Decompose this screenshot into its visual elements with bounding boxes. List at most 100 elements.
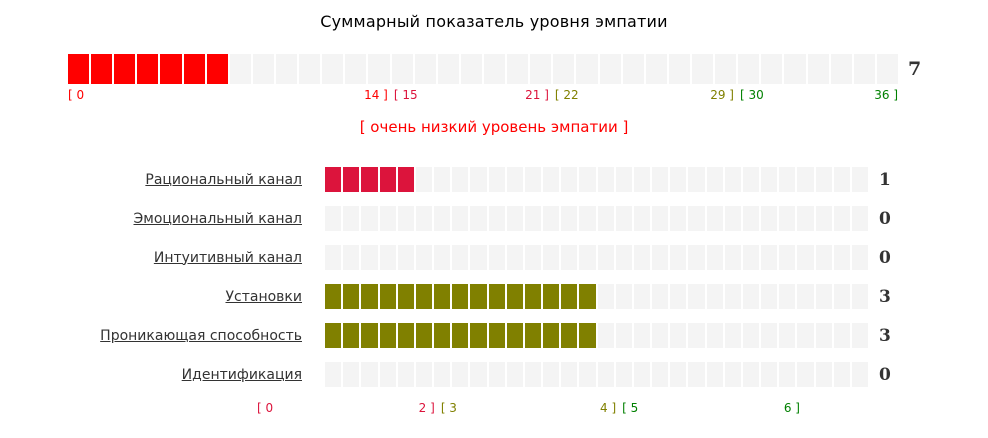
- bar-cell: [543, 245, 560, 270]
- bar-cell: [724, 323, 741, 348]
- bar-cell: [434, 167, 451, 192]
- bar-cell: [325, 206, 342, 231]
- bar-cell: [761, 206, 778, 231]
- bar-cell: [851, 362, 869, 387]
- bar-cell: [524, 167, 542, 192]
- row-value: 0: [879, 247, 891, 268]
- bar-cell: [597, 362, 614, 387]
- bar-cell: [361, 284, 378, 309]
- row-label-link[interactable]: Эмоциональный канал: [133, 210, 303, 227]
- scale-label: [ 0: [68, 88, 85, 102]
- bar-cell: [275, 54, 298, 84]
- bar-cell: [876, 54, 898, 84]
- bar-cell: [668, 54, 690, 84]
- bar-cell: [452, 206, 469, 231]
- row-label-link[interactable]: Проникающая способность: [100, 327, 302, 344]
- bar-cell: [561, 245, 578, 270]
- bar-cell: [524, 323, 542, 348]
- bar-cell: [815, 362, 832, 387]
- bar-cell: [670, 284, 687, 309]
- bar-cell: [633, 206, 651, 231]
- status-text: [ очень низкий уровень эмпатии ]: [359, 118, 629, 136]
- row-label-link[interactable]: Интуитивный канал: [153, 249, 302, 266]
- bar-cell: [299, 54, 321, 84]
- bar-cell: [706, 206, 723, 231]
- bar-cell: [524, 284, 542, 309]
- row-bar: [325, 206, 869, 231]
- bar-cell: [715, 54, 737, 84]
- bar-cell: [68, 54, 90, 84]
- row-bar: [325, 245, 869, 270]
- bar-cell: [361, 206, 378, 231]
- scale-label: 4 ]: [600, 401, 617, 415]
- bar-cell: [415, 323, 433, 348]
- bar-cell: [206, 54, 228, 84]
- bar-cell: [397, 284, 414, 309]
- bar-cell: [633, 323, 651, 348]
- scale-label: 14 ]: [364, 88, 388, 102]
- bar-cell: [343, 206, 360, 231]
- bar-cell: [579, 362, 596, 387]
- channel-row: Установки 3: [68, 284, 988, 309]
- bar-cell: [833, 167, 850, 192]
- bar-cell: [706, 323, 723, 348]
- bar-cell: [815, 245, 832, 270]
- bar-cell: [652, 167, 669, 192]
- row-label-link[interactable]: Рациональный канал: [145, 171, 302, 188]
- bar-cell: [670, 362, 687, 387]
- bar-cell: [851, 284, 869, 309]
- bar-cell: [325, 362, 342, 387]
- bar-cell: [415, 284, 433, 309]
- bar-cell: [724, 245, 741, 270]
- bar-cell: [506, 245, 523, 270]
- bar-cell: [761, 323, 778, 348]
- bar-cell: [470, 167, 487, 192]
- row-bar: [325, 167, 869, 192]
- bar-cell: [452, 245, 469, 270]
- bar-cell: [488, 167, 505, 192]
- bar-cell: [742, 167, 760, 192]
- bar-cell: [724, 167, 741, 192]
- bar-cell: [434, 362, 451, 387]
- bar-cell: [524, 206, 542, 231]
- bar-cell: [391, 54, 413, 84]
- bar-cell: [543, 206, 560, 231]
- bar-cell: [379, 323, 396, 348]
- bar-cell: [652, 362, 669, 387]
- bar-cell: [415, 245, 433, 270]
- bar-cell: [229, 54, 251, 84]
- bar-cell: [742, 362, 760, 387]
- row-label-link[interactable]: Установки: [225, 288, 303, 305]
- bar-cell: [706, 362, 723, 387]
- bar-cell: [415, 206, 433, 231]
- bar-cell: [506, 284, 523, 309]
- bar-cell: [691, 54, 714, 84]
- bar-cell: [114, 54, 136, 84]
- bar-cell: [688, 362, 705, 387]
- bar-cell: [561, 284, 578, 309]
- bar-cell: [833, 206, 850, 231]
- bar-cell: [633, 167, 651, 192]
- bar-cell: [434, 206, 451, 231]
- bar-cell: [488, 245, 505, 270]
- bar-cell: [452, 284, 469, 309]
- bar-cell: [397, 362, 414, 387]
- bar-cell: [488, 362, 505, 387]
- channel-rows: Рациональный канал 1 Эмоциональный канал 0 И…: [68, 167, 988, 387]
- bar-cell: [688, 284, 705, 309]
- bar-cell: [543, 167, 560, 192]
- bar-cell: [397, 245, 414, 270]
- bar-cell: [670, 323, 687, 348]
- summary-bar: [68, 54, 898, 84]
- bar-cell: [761, 362, 778, 387]
- bar-cell: [597, 167, 614, 192]
- bar-cell: [706, 284, 723, 309]
- bar-cell: [851, 245, 869, 270]
- bar-cell: [543, 362, 560, 387]
- bar-cell: [779, 323, 796, 348]
- bar-cell: [645, 54, 667, 84]
- bar-cell: [724, 284, 741, 309]
- scale-label: 2 ]: [418, 401, 435, 415]
- row-label-link[interactable]: Идентификация: [181, 366, 302, 383]
- bar-cell: [652, 323, 669, 348]
